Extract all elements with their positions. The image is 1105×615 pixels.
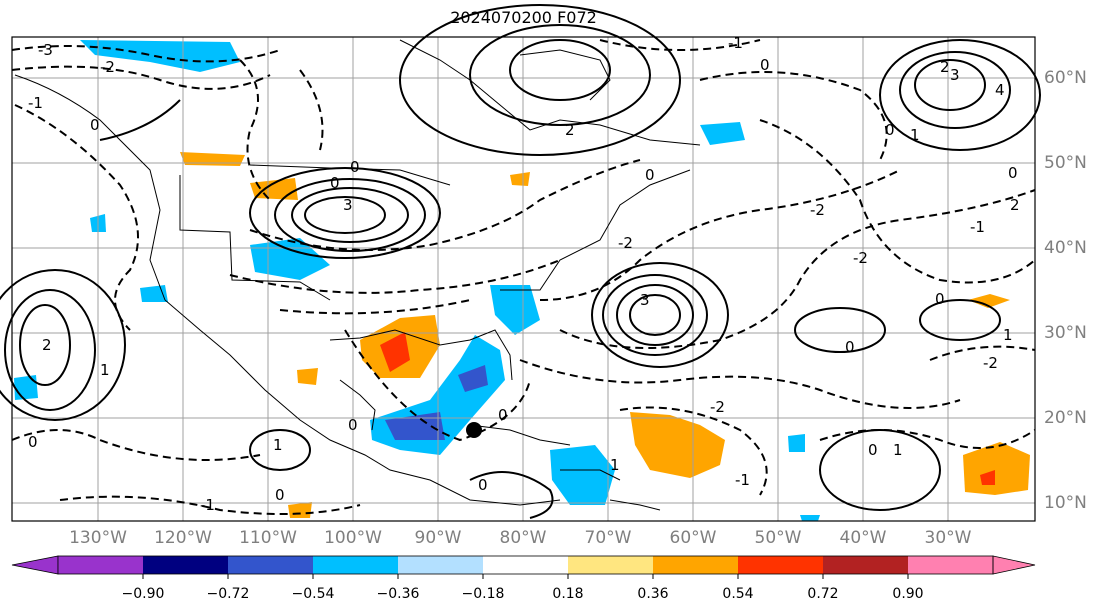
colorbar-tick-label: 0.18	[552, 586, 584, 602]
colorbar	[11, 555, 1036, 579]
positive-contours	[0, 4, 1041, 519]
contour-label: -2	[810, 201, 825, 219]
contour-label: 2	[42, 336, 52, 354]
contour-label: 0	[275, 486, 285, 504]
colorbar-segment	[823, 556, 908, 574]
longitude-label: 110°W	[239, 528, 297, 548]
colorbar-tick-label: −0.54	[291, 586, 335, 602]
contour-label: 2	[565, 121, 575, 139]
contour-label: 2	[1010, 196, 1020, 214]
longitude-label: 30°W	[924, 528, 972, 548]
contour-label: 0	[28, 433, 38, 451]
contour-label: 3	[640, 291, 650, 309]
contour-label: 0	[760, 56, 770, 74]
colorbar-segment	[58, 556, 143, 574]
colorbar-segment	[313, 556, 398, 574]
contour-label: 1	[100, 361, 110, 379]
contour-label: 0	[645, 166, 655, 184]
longitude-label: 80°W	[499, 528, 547, 548]
contour-label: 1	[910, 126, 920, 144]
longitude-label: 40°W	[839, 528, 887, 548]
longitude-label: 100°W	[324, 528, 382, 548]
contour-label: 1	[893, 441, 903, 459]
colorbar-segment	[653, 556, 738, 574]
contour-label: 0	[350, 158, 360, 176]
map-border	[11, 36, 1036, 522]
map-title: 2024070200 F072	[450, 8, 597, 27]
contour-label: -2	[710, 398, 725, 416]
contour-label: 3	[950, 66, 960, 84]
contour-label: -2	[100, 58, 115, 76]
contour-label: 1	[610, 456, 620, 474]
contour-label: -1	[728, 34, 743, 52]
colorbar-outline	[57, 555, 994, 575]
colorbar-segment	[398, 556, 483, 574]
latitude-label: 40°N	[1044, 238, 1087, 258]
colorbar-segment	[228, 556, 313, 574]
contour-label: 0	[1008, 164, 1018, 182]
longitude-label: 70°W	[584, 528, 632, 548]
contour-label: -3	[38, 41, 53, 59]
colorbar-tick-label: −0.90	[121, 586, 165, 602]
latitude-label: 60°N	[1044, 68, 1087, 88]
colorbar-segment	[143, 556, 228, 574]
contour-label: -1	[200, 496, 215, 514]
contour-label: 0	[330, 174, 340, 192]
contour-label: 0	[885, 121, 895, 139]
colorbar-tick-label: −0.36	[376, 586, 420, 602]
latitude-label: 10°N	[1044, 493, 1087, 513]
contour-label: 0	[90, 116, 100, 134]
colorbar-segment	[568, 556, 653, 574]
latitude-label: 50°N	[1044, 153, 1087, 173]
longitude-label: 50°W	[754, 528, 802, 548]
colorbar-extend-low	[11, 555, 59, 575]
colorbar-tick-label: 0.36	[637, 586, 669, 602]
colorbar-segment	[738, 556, 823, 574]
contour-label: 0	[935, 290, 945, 308]
contour-label: 4	[995, 81, 1005, 99]
latitude-label: 30°N	[1044, 323, 1087, 343]
positive-shading	[180, 152, 1030, 518]
contour-label: 0	[868, 441, 878, 459]
contour-label: -2	[853, 249, 868, 267]
contour-label: -2	[983, 354, 998, 372]
longitude-label: 130°W	[69, 528, 127, 548]
storm-center-marker	[466, 422, 482, 438]
longitude-label: 60°W	[669, 528, 717, 548]
colorbar-tick-label: 0.54	[722, 586, 754, 602]
contour-label: -2	[618, 234, 633, 252]
contour-label: 3	[343, 196, 353, 214]
contour-label: 0	[478, 476, 488, 494]
colorbar-extend-high	[992, 555, 1036, 575]
colorbar-segment	[483, 556, 568, 574]
colorbar-tick-label: −0.72	[206, 586, 250, 602]
negative-contours	[11, 39, 1036, 515]
colorbar-tick-label: 0.90	[892, 586, 924, 602]
map-grid	[12, 37, 1035, 521]
colorbar-segment	[908, 556, 993, 574]
contour-labels: -3 -2 -1 0 0 0 3 3 3 4 2 0 -2 -2 0 0 -2 …	[28, 34, 1020, 514]
contour-label: 0	[845, 338, 855, 356]
contour-label: -1	[970, 218, 985, 236]
contour-label: 1	[273, 436, 283, 454]
longitude-label: 120°W	[154, 528, 212, 548]
contour-label: -1	[735, 471, 750, 489]
contour-label: 1	[1003, 326, 1013, 344]
latitude-label: 20°N	[1044, 408, 1087, 428]
contour-label: 0	[348, 416, 358, 434]
coastlines	[14, 39, 701, 511]
colorbar-tick-label: −0.18	[461, 586, 505, 602]
contour-label: -1	[28, 94, 43, 112]
contour-label: 2	[940, 58, 950, 76]
contour-label: 0	[498, 406, 508, 424]
colorbar-tick-label: 0.72	[807, 586, 839, 602]
longitude-label: 90°W	[414, 528, 462, 548]
